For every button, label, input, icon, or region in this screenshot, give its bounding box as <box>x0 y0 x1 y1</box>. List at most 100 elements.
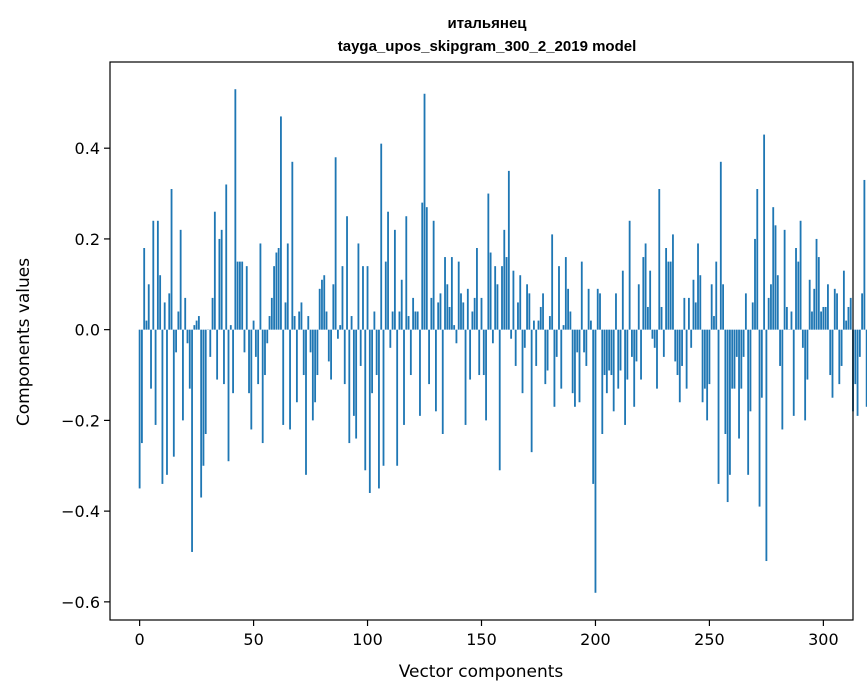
y-tick-label-3: 0.0 <box>75 321 100 340</box>
bar-72 <box>302 329 305 376</box>
bar-226 <box>653 329 656 348</box>
bar-189 <box>569 311 572 330</box>
bar-306 <box>836 293 838 330</box>
bar-11 <box>163 302 166 330</box>
bar-133 <box>441 329 444 434</box>
bar-191 <box>574 329 576 407</box>
bar-297 <box>815 238 818 330</box>
bar-151 <box>482 329 485 376</box>
bar-291 <box>801 329 804 348</box>
bar-221 <box>642 257 645 330</box>
bar-55 <box>264 329 266 376</box>
bars-group <box>138 89 867 593</box>
bar-208 <box>612 329 615 412</box>
bar-61 <box>277 248 280 330</box>
bar-193 <box>578 329 581 403</box>
bar-13 <box>168 293 171 330</box>
bar-222 <box>644 243 647 330</box>
bar-156 <box>494 266 497 330</box>
bar-185 <box>560 329 563 389</box>
bar-164 <box>512 270 515 330</box>
bar-292 <box>804 329 807 421</box>
bar-65 <box>286 243 289 330</box>
bar-69 <box>295 329 298 403</box>
bar-74 <box>307 316 310 330</box>
y-tick-label-2: −0.2 <box>61 411 100 430</box>
bar-168 <box>521 329 524 394</box>
bar-201 <box>596 288 599 330</box>
bar-138 <box>453 325 456 330</box>
bar-100 <box>366 266 369 330</box>
bar-70 <box>298 311 301 330</box>
bar-163 <box>510 329 513 339</box>
bar-214 <box>626 329 629 380</box>
bar-148 <box>476 248 478 330</box>
bar-154 <box>489 252 492 330</box>
bar-6 <box>152 220 155 330</box>
bar-172 <box>530 329 533 453</box>
bar-0 <box>138 329 141 489</box>
bar-220 <box>640 329 642 380</box>
bar-95 <box>355 329 358 439</box>
bar-300 <box>822 306 825 330</box>
bar-66 <box>289 329 291 430</box>
bar-241 <box>687 297 690 330</box>
bar-283 <box>783 229 786 330</box>
bar-20 <box>184 297 187 330</box>
x-tick-label-0: 0 <box>135 630 145 649</box>
bar-158 <box>498 329 501 471</box>
bar-271 <box>756 189 759 330</box>
bar-137 <box>450 257 453 330</box>
bar-1 <box>141 329 143 444</box>
bar-179 <box>546 329 549 371</box>
bar-180 <box>548 316 551 330</box>
bar-294 <box>808 279 811 330</box>
bar-27 <box>200 329 203 498</box>
bar-57 <box>268 316 271 330</box>
bar-286 <box>790 311 793 330</box>
bar-264 <box>740 329 743 389</box>
bar-25 <box>195 320 198 330</box>
bar-248 <box>703 329 706 389</box>
bar-312 <box>849 297 852 330</box>
bar-235 <box>674 329 677 362</box>
bar-247 <box>701 329 704 403</box>
bar-45 <box>241 261 244 330</box>
bar-217 <box>633 329 636 407</box>
bar-145 <box>469 329 472 380</box>
bar-289 <box>797 261 800 330</box>
bar-209 <box>615 293 617 330</box>
bar-140 <box>457 261 460 330</box>
bar-62 <box>280 116 282 330</box>
bar-29 <box>204 329 207 434</box>
bar-265 <box>742 329 745 357</box>
bar-17 <box>177 311 180 330</box>
bar-212 <box>621 270 624 330</box>
bar-253 <box>715 261 718 330</box>
bar-153 <box>487 193 490 330</box>
bar-64 <box>284 302 287 330</box>
bar-150 <box>480 297 483 330</box>
y-tick-label-0: −0.6 <box>61 593 100 612</box>
bar-114 <box>398 311 401 330</box>
bar-86 <box>334 157 337 330</box>
bar-8 <box>156 220 159 330</box>
bar-267 <box>747 329 750 475</box>
x-tick-label-50: 50 <box>243 630 263 649</box>
bar-254 <box>717 329 720 484</box>
bar-28 <box>202 329 205 466</box>
bar-111 <box>391 311 394 330</box>
bar-98 <box>362 266 364 330</box>
bar-216 <box>631 329 633 357</box>
bar-54 <box>261 329 264 444</box>
bar-89 <box>341 266 344 330</box>
x-tick-label-250: 250 <box>694 630 725 649</box>
bar-135 <box>446 284 449 330</box>
bar-278 <box>772 207 775 330</box>
bar-207 <box>610 329 613 376</box>
bar-144 <box>466 288 469 330</box>
bar-169 <box>523 329 526 348</box>
bar-250 <box>708 329 711 385</box>
bar-161 <box>505 257 508 330</box>
